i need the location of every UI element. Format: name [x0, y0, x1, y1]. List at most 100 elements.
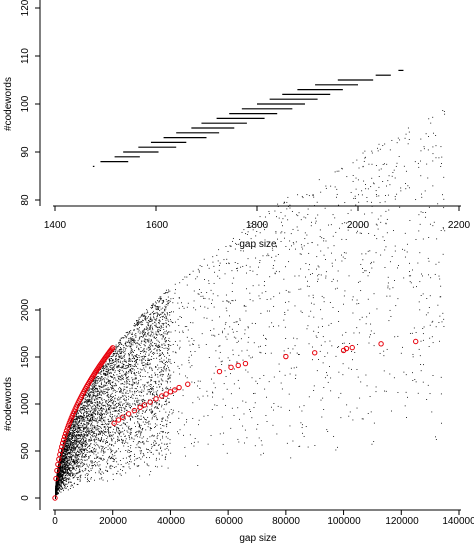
data-point — [60, 461, 61, 463]
data-point — [160, 371, 162, 373]
data-point — [110, 358, 112, 360]
data-point — [158, 381, 160, 383]
data-point — [153, 381, 155, 383]
data-point — [160, 353, 162, 355]
data-point — [262, 223, 264, 225]
data-point — [164, 331, 166, 333]
data-point — [62, 488, 64, 490]
data-point — [69, 468, 71, 470]
data-point — [374, 234, 376, 236]
data-point — [166, 361, 168, 363]
data-point — [65, 483, 67, 485]
data-point — [275, 231, 277, 233]
data-point — [68, 442, 70, 444]
data-point — [323, 254, 325, 256]
data-point — [236, 342, 238, 343]
data-point — [167, 432, 169, 434]
data-point — [144, 384, 146, 386]
data-point — [125, 457, 127, 459]
data-point — [107, 412, 109, 414]
data-point — [149, 391, 151, 393]
data-point — [197, 396, 199, 398]
data-point — [74, 449, 76, 451]
data-point — [100, 380, 102, 382]
data-point — [104, 373, 106, 375]
data-point — [373, 293, 375, 295]
data-point — [149, 383, 151, 385]
data-point — [293, 367, 295, 369]
data-point — [150, 340, 152, 341]
data-point — [139, 353, 141, 355]
data-point — [112, 461, 114, 462]
data-point — [118, 403, 120, 405]
data-point — [336, 193, 338, 195]
data-point — [110, 376, 112, 378]
data-point — [403, 165, 405, 167]
data-point — [138, 424, 140, 426]
data-point — [100, 420, 102, 422]
data-point — [59, 485, 61, 487]
data-point — [108, 401, 110, 403]
data-point — [183, 434, 184, 436]
data-point — [407, 143, 409, 145]
data-point — [92, 416, 94, 418]
data-point — [96, 396, 98, 398]
data-point — [99, 468, 101, 469]
data-point — [95, 414, 96, 416]
data-point — [64, 447, 66, 449]
data-point — [168, 414, 170, 416]
data-point — [78, 447, 80, 449]
data-point — [144, 339, 146, 341]
data-point — [110, 448, 112, 450]
data-point — [111, 444, 113, 446]
data-point — [313, 316, 315, 318]
data-point — [106, 442, 108, 443]
data-point — [81, 445, 83, 447]
data-point — [114, 382, 116, 384]
data-point — [208, 298, 210, 300]
data-point — [162, 431, 164, 433]
data-point — [125, 423, 126, 425]
data-point — [226, 300, 228, 302]
data-point — [77, 430, 79, 432]
data-point — [107, 395, 108, 397]
data-point — [137, 322, 139, 324]
data-point — [175, 289, 176, 291]
data-point — [127, 360, 129, 362]
data-point — [80, 417, 82, 419]
data-point — [68, 474, 70, 476]
data-point — [136, 346, 138, 348]
data-point — [148, 355, 150, 356]
data-point — [398, 265, 399, 267]
data-point — [118, 345, 120, 347]
data-point — [147, 426, 149, 428]
data-point — [83, 440, 85, 441]
data-point — [158, 367, 160, 369]
data-point — [82, 443, 84, 445]
data-point — [140, 434, 142, 436]
data-point — [112, 376, 114, 378]
data-point — [443, 318, 445, 320]
data-point — [153, 348, 155, 350]
data-point — [207, 415, 209, 417]
data-point — [65, 461, 67, 463]
data-point — [81, 448, 83, 450]
data-point — [113, 423, 115, 425]
data-point — [178, 297, 180, 299]
data-point — [76, 420, 78, 422]
data-point — [132, 342, 134, 344]
data-point — [283, 201, 285, 203]
data-point — [341, 223, 343, 225]
data-point — [197, 380, 199, 382]
data-point — [435, 436, 436, 438]
data-point — [80, 453, 82, 455]
data-point — [252, 285, 254, 287]
data-point — [225, 246, 227, 247]
data-point — [124, 408, 126, 410]
data-point — [281, 388, 283, 390]
data-point — [128, 452, 130, 453]
data-point — [124, 414, 126, 415]
data-point — [63, 484, 65, 486]
data-point — [143, 369, 145, 371]
data-point — [439, 278, 441, 280]
